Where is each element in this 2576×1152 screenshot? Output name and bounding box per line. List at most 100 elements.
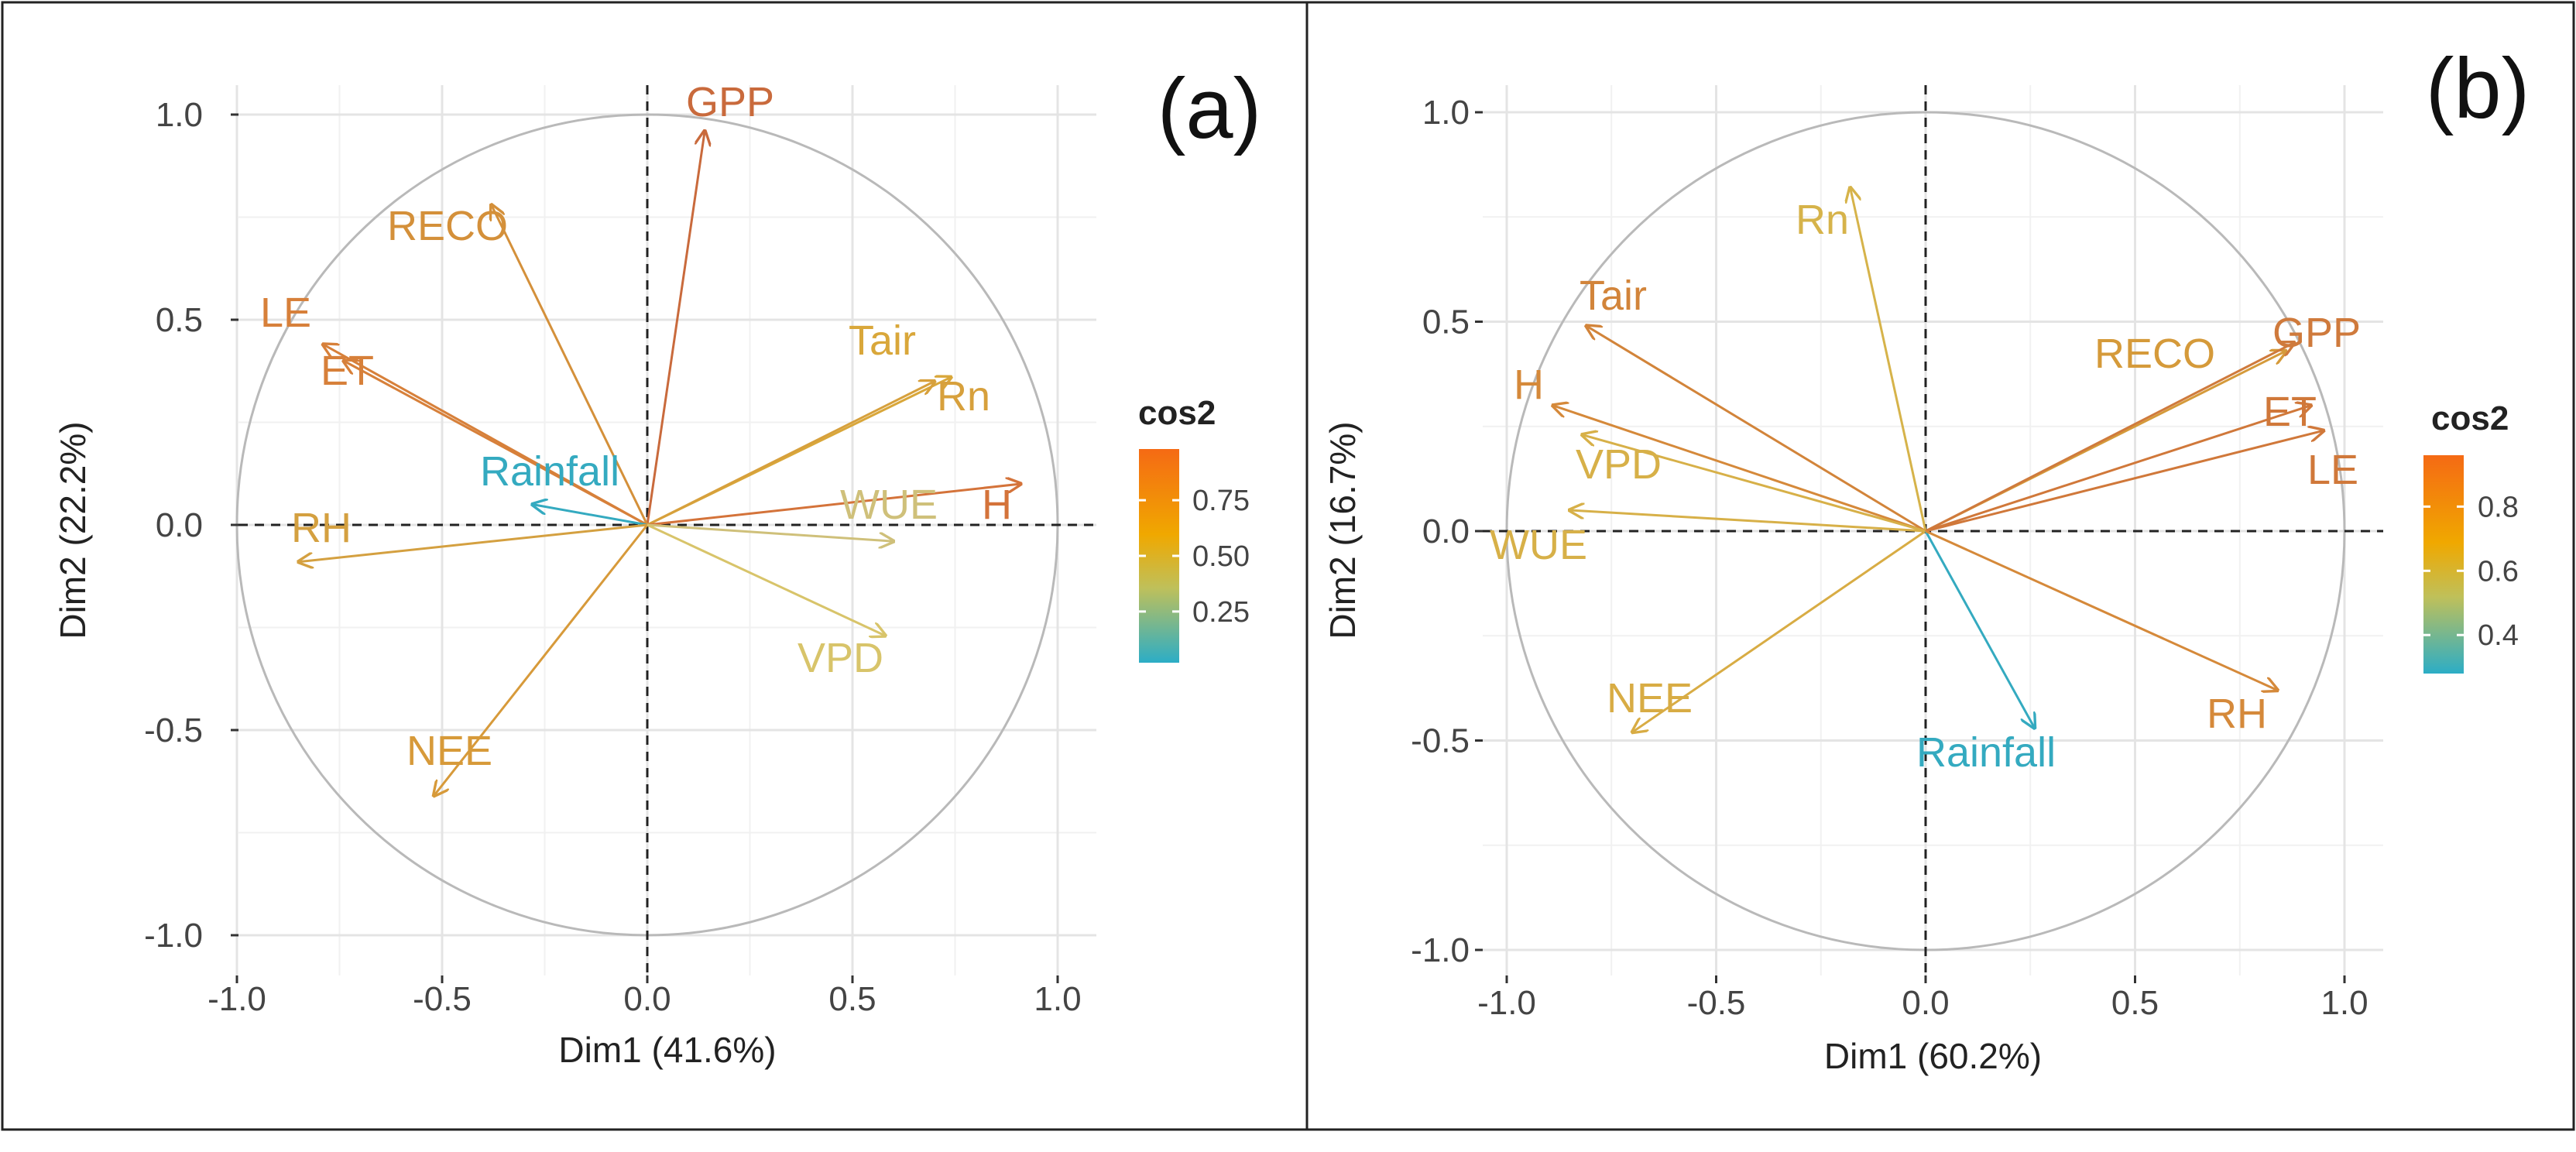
vector-label: RECO: [387, 203, 508, 249]
axis-ticks: -1.0 -0.5 0.0 0.5 1.0 -1.0 -0.5 0.0 0.5 1.0: [144, 96, 1081, 1018]
legend-title: cos2: [1138, 394, 1216, 432]
x-tick-label: 0.5: [828, 980, 876, 1018]
vector-arrow: [646, 131, 705, 526]
vector-label: GPP: [686, 79, 774, 125]
variable-gpp: GPP: [646, 79, 774, 526]
y-tick-label: 0.0: [156, 506, 203, 544]
grid-major: [235, 85, 1096, 975]
vector-arrow: [1582, 435, 1926, 533]
legend-tick-label: 0.75: [1192, 485, 1250, 517]
vector-arrow: [1925, 530, 2277, 691]
legend-tick-label: 0.50: [1192, 540, 1250, 573]
vector-label: VPD: [797, 635, 883, 681]
vector-arrow: [647, 523, 894, 541]
vector-label: Rainfall: [480, 448, 619, 495]
panel-b: -1.0 -0.5 0.0 0.5 1.0 -1.0 -0.5 0.0 0.5 1.0 Rn Tai…: [1322, 41, 2530, 1076]
vector-label: WUE: [1490, 522, 1587, 568]
vector-label: NEE: [1607, 675, 1693, 722]
vector-label: LE: [260, 290, 311, 336]
vector-arrow: [1553, 406, 1926, 533]
legend-tick-label: 0.8: [2478, 491, 2519, 523]
vector-arrow: [647, 484, 1020, 526]
vector-arrow: [1851, 187, 1927, 532]
vector-label: Tair: [849, 317, 916, 364]
variable-rn: Rn: [1796, 187, 1927, 532]
vector-arrow: [1925, 430, 2324, 533]
x-axis-label: Dim1 (41.6%): [558, 1030, 776, 1070]
axis-ticks: -1.0 -0.5 0.0 0.5 1.0 -1.0 -0.5 0.0 0.5 1.0: [1411, 94, 2368, 1022]
legend-tick-label: 0.25: [1192, 596, 1250, 629]
grid-minor: [238, 85, 1096, 975]
variable-wue: WUE: [647, 482, 938, 541]
variable-h: H: [647, 482, 1020, 528]
vector-arrow: [1924, 530, 2035, 728]
variable-arrows: Rn Tair H VPD WUE NEE Rainfall RECO GPP ET LE RH: [1490, 187, 2361, 776]
y-axis-label: Dim2 (16.7%): [1322, 421, 1363, 639]
legend-colorbar: [2423, 455, 2464, 674]
x-tick-label: -1.0: [208, 980, 266, 1018]
variable-rh: RH: [291, 505, 648, 562]
variable-vpd: VPD: [1576, 435, 1926, 533]
variable-tair: Tair: [1580, 273, 1926, 533]
vector-label: GPP: [2272, 310, 2361, 356]
variable-et: ET: [321, 348, 648, 526]
legend-title: cos2: [2431, 399, 2509, 437]
y-tick-label: -0.5: [144, 711, 203, 749]
vector-arrow: [647, 382, 935, 526]
variable-le: LE: [1925, 430, 2358, 533]
variable-rn: Rn: [647, 373, 990, 526]
vector-arrow: [1569, 510, 1926, 533]
panel-label: (a): [1158, 61, 1261, 156]
vector-label: RECO: [2094, 331, 2215, 377]
variable-rainfall: Rainfall: [1916, 530, 2056, 776]
variable-nee: NEE: [1607, 530, 1926, 732]
vector-label: ET: [321, 348, 374, 394]
vector-label: ET: [2263, 389, 2317, 435]
x-tick-label: 0.0: [1902, 984, 1949, 1022]
vector-arrow: [647, 523, 885, 636]
y-tick-label: 0.5: [156, 301, 203, 339]
variable-vpd: VPD: [647, 523, 885, 681]
variable-rainfall: Rainfall: [480, 448, 648, 526]
x-tick-label: 1.0: [2320, 984, 2368, 1022]
panel-a: -1.0 -0.5 0.0 0.5 1.0 -1.0 -0.5 0.0 0.5 1.0 GPP RE…: [53, 61, 1261, 1070]
vector-arrow: [492, 205, 649, 526]
x-tick-label: -0.5: [1687, 984, 1746, 1022]
y-tick-label: 0.5: [1422, 303, 1470, 341]
vector-label: Rainfall: [1916, 729, 2056, 776]
panel-label: (b): [2426, 41, 2530, 136]
vector-arrow: [344, 361, 648, 526]
variable-et: ET: [1925, 389, 2317, 533]
legend-ticks: 0.4 0.6 0.8: [2423, 491, 2519, 652]
variable-reco: RECO: [387, 203, 649, 526]
vector-arrow: [434, 524, 649, 796]
y-tick-label: -0.5: [1411, 722, 1470, 760]
y-tick-label: -1.0: [1411, 931, 1470, 969]
x-tick-label: 0.5: [2111, 984, 2159, 1022]
y-tick-label: 1.0: [156, 96, 203, 134]
vector-label: RH: [291, 505, 352, 551]
vector-arrow: [299, 523, 648, 562]
vector-label: H: [982, 482, 1012, 528]
vector-label: Rn: [1796, 197, 1849, 243]
vector-label: Rn: [937, 373, 990, 420]
variable-wue: WUE: [1490, 510, 1926, 568]
x-tick-label: -1.0: [1477, 984, 1536, 1022]
vector-label: H: [1514, 362, 1544, 408]
x-tick-label: -0.5: [413, 980, 472, 1018]
vector-label: LE: [2307, 447, 2358, 493]
cos2-legend: cos2 0.4 0.6 0.8: [2423, 399, 2519, 674]
vector-arrow: [533, 505, 648, 526]
variable-h: H: [1514, 362, 1926, 533]
legend-tick-label: 0.4: [2478, 619, 2519, 652]
y-tick-label: 0.0: [1422, 513, 1470, 550]
vector-arrow: [1925, 343, 2294, 533]
y-axis-label: Dim2 (22.2%): [53, 421, 93, 639]
y-tick-label: 1.0: [1422, 94, 1470, 132]
vector-label: WUE: [840, 482, 938, 528]
variable-nee: NEE: [406, 524, 649, 796]
variable-rh: RH: [1925, 530, 2277, 737]
vector-label: RH: [2207, 691, 2267, 737]
x-axis-label: Dim1 (60.2%): [1824, 1036, 2042, 1076]
